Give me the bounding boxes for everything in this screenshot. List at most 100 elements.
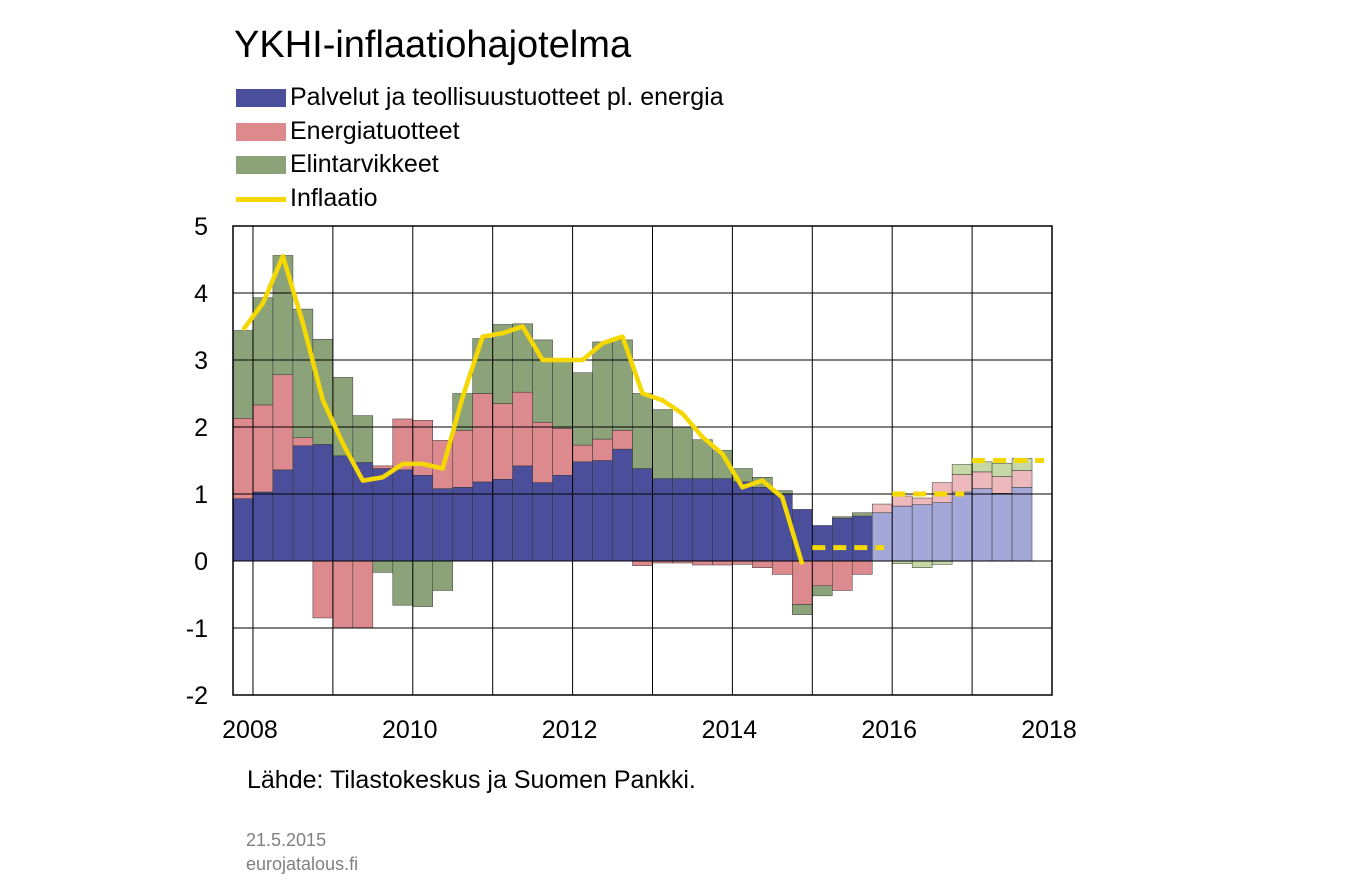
bar-services — [512, 465, 533, 562]
bar-energy — [592, 438, 613, 461]
bar-services — [632, 468, 653, 562]
source-note: Lähde: Tilastokeskus ja Suomen Pankki. — [247, 766, 696, 794]
bar-energy — [772, 560, 793, 575]
bar-energy — [1011, 470, 1033, 488]
bar-services — [412, 474, 434, 562]
bar-food — [792, 604, 813, 615]
bar-services — [692, 478, 713, 562]
bar-energy — [332, 560, 354, 629]
bar-services — [851, 515, 873, 562]
bar-energy — [632, 560, 653, 566]
bar-energy — [692, 560, 713, 566]
bar-energy — [612, 430, 633, 450]
bar-energy — [552, 428, 573, 476]
bar-food — [812, 585, 833, 597]
bar-services — [492, 479, 513, 562]
bar-energy — [971, 471, 993, 489]
bar-services — [991, 493, 1013, 562]
y-tick-label: -1 — [186, 615, 208, 643]
y-tick-label: 0 — [194, 548, 208, 576]
bar-food — [232, 330, 254, 419]
legend-label-inflation: Inflaatio — [290, 183, 378, 212]
bar-services — [951, 491, 973, 562]
bar-energy — [312, 560, 334, 619]
bar-food — [832, 516, 853, 519]
x-tick-label: 2016 — [861, 716, 917, 744]
bar-services — [432, 488, 453, 562]
bar-energy — [951, 474, 973, 493]
x-tick-label: 2012 — [542, 716, 598, 744]
bar-food — [552, 361, 573, 429]
bar-services — [612, 448, 633, 562]
y-tick-label: 4 — [194, 280, 208, 308]
bar-energy — [452, 430, 473, 488]
chart-plot: 5 4 3 2 1 0 -1 -2 2008 2010 2012 2014 2016 2018 — [186, 213, 1077, 744]
bar-food — [412, 560, 434, 607]
bar-food — [991, 462, 1013, 477]
bar-energy — [812, 560, 833, 587]
bar-services — [452, 487, 473, 562]
x-tick-label: 2014 — [702, 716, 758, 744]
bar-energy — [712, 560, 733, 566]
bar-services — [552, 474, 573, 562]
bar-food — [352, 415, 374, 463]
y-tick-label: 2 — [194, 414, 208, 442]
bar-services — [372, 468, 394, 562]
plot-frame — [232, 225, 1053, 696]
bar-services — [971, 488, 993, 562]
legend-line-inflation — [236, 196, 286, 202]
y-tick-label: 3 — [194, 347, 208, 375]
bar-food — [911, 560, 933, 568]
bar-food — [572, 372, 593, 446]
bar-services — [572, 461, 593, 562]
footer: 21.5.2015 eurojatalous.fi — [246, 828, 358, 876]
x-tick-label: 2008 — [222, 716, 278, 744]
bar-services — [672, 478, 693, 562]
bar-energy — [272, 374, 294, 471]
bar-services — [812, 525, 833, 562]
bar-services — [332, 455, 354, 562]
bar-food — [851, 512, 873, 517]
bar-food — [971, 461, 993, 473]
bar-energy — [851, 560, 873, 575]
bar-energy — [832, 560, 853, 591]
bar-services — [1011, 487, 1033, 562]
legend-swatch-food — [236, 156, 286, 174]
legend-label-services: Palvelut ja teollisuustuotteet pl. energ… — [290, 83, 724, 111]
y-tick-label: -2 — [186, 682, 208, 710]
bar-services — [911, 504, 933, 562]
bar-services — [931, 502, 953, 562]
bar-services — [272, 469, 294, 562]
bar-energy — [472, 393, 493, 483]
bar-services — [392, 469, 414, 562]
bar-services — [871, 512, 893, 562]
bar-services — [252, 491, 274, 562]
bar-energy — [732, 560, 753, 565]
x-tick-label: 2010 — [382, 716, 438, 744]
bar-food — [672, 426, 693, 479]
bar-food — [632, 393, 653, 469]
bar-energy — [911, 497, 933, 505]
inflation-line — [241, 253, 805, 566]
footer-date: 21.5.2015 — [246, 830, 327, 850]
y-tick-label: 1 — [194, 481, 208, 509]
bar-food — [372, 560, 394, 573]
legend-label-food: Elintarvikkeet — [290, 150, 439, 178]
bar-energy — [871, 503, 893, 514]
bar-services — [652, 478, 673, 562]
bar-food — [432, 560, 453, 591]
bar-energy — [991, 476, 1013, 494]
bar-services — [592, 460, 613, 562]
bar-food — [931, 560, 953, 565]
bar-energy — [792, 560, 813, 605]
bar-services — [832, 517, 853, 562]
bar-services — [232, 498, 254, 562]
bar-energy — [252, 404, 274, 493]
bar-energy — [372, 465, 394, 469]
x-tick-label: 2018 — [1021, 716, 1077, 744]
bar-energy — [512, 391, 533, 467]
bar-energy — [572, 444, 593, 463]
bar-food — [472, 338, 493, 394]
bar-services — [752, 487, 773, 562]
bar-food — [652, 409, 673, 479]
